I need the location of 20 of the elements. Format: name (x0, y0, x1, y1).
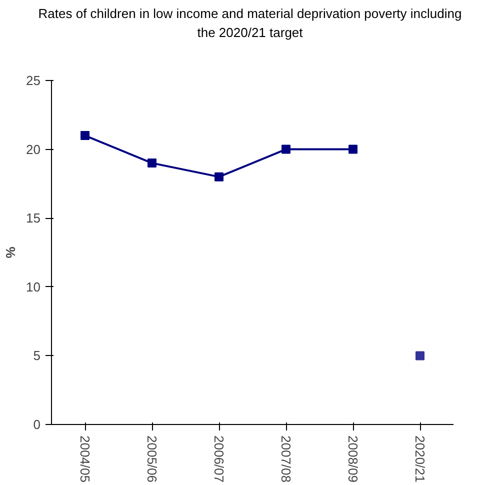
y-tick-label: 5 (33, 348, 41, 364)
y-tick-label: 25 (26, 73, 41, 88)
x-tick-label: 2008/09 (346, 436, 360, 482)
y-tick-label: 10 (26, 279, 41, 294)
x-tick-label: 2004/05 (78, 436, 92, 482)
point (348, 144, 358, 154)
chart-title: Rates of children in low income and material deprivation poverty including the 2020/21 target (37, 5, 463, 42)
point (416, 351, 424, 360)
point (148, 158, 156, 168)
y-tick-label: 15 (26, 210, 41, 226)
y-tick-label: 0 (33, 417, 41, 432)
point (282, 144, 290, 154)
x-tick-label: 2006/07 (212, 436, 226, 482)
y-axis-title: % (3, 246, 18, 258)
point (214, 172, 224, 182)
x-tick-label: 2020/21 (412, 436, 428, 482)
point (80, 131, 90, 140)
x-tick-label: 2007/08 (278, 436, 294, 482)
y-tick-label: 20 (26, 142, 41, 157)
x-tick-label: 2005/06 (144, 436, 160, 482)
